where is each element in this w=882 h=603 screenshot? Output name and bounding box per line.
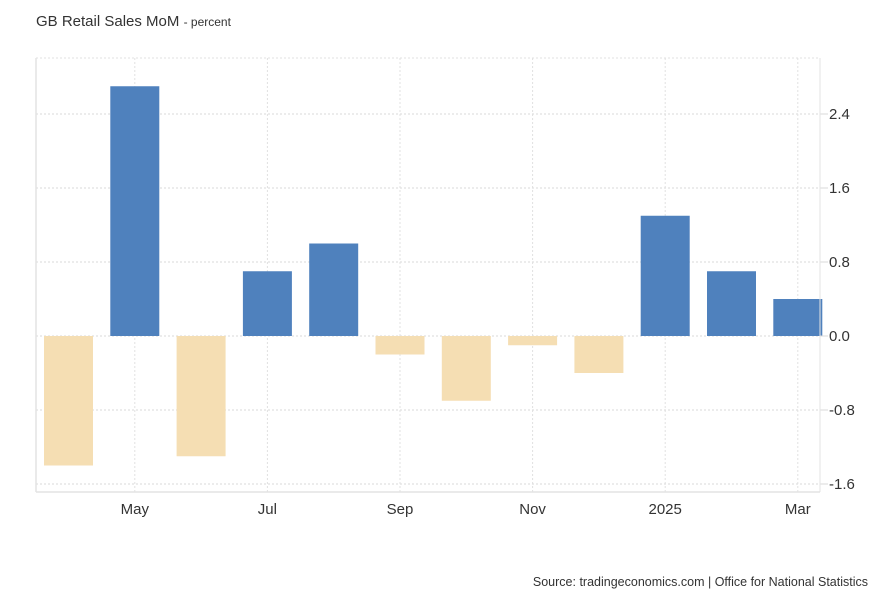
axes (35, 58, 828, 493)
bar-apr-2024[interactable] (44, 336, 93, 466)
tick-labels: 2.4 1.6 0.8 0.0 -0.8 -1.6 May Jul Sep Nov 2025 Mar (121, 106, 855, 518)
bar-feb-2025[interactable] (707, 271, 756, 336)
source-note: Source: tradingeconomics.com | Office fo… (532, 575, 868, 589)
chart-unit-text: percent (190, 15, 231, 29)
y-tick-label: 0.8 (829, 254, 850, 271)
bar-may-2024[interactable] (110, 86, 160, 336)
chart-title: GB Retail Sales MoM - percent (36, 13, 231, 30)
y-tick-label: -1.6 (829, 476, 855, 493)
bar-oct-2024[interactable] (441, 336, 491, 401)
y-tick-label: 1.6 (829, 180, 850, 197)
x-tick-label: Mar (785, 501, 811, 518)
y-tick-label: 2.4 (829, 106, 850, 123)
bar-jul-2024[interactable] (242, 271, 292, 336)
chart-title-text: GB Retail Sales MoM (36, 13, 180, 30)
bar-dec-2024[interactable] (574, 336, 624, 373)
x-tick-label: Sep (387, 501, 414, 518)
y-tick-label: -0.8 (829, 402, 855, 419)
y-tick-label: 0.0 (829, 328, 850, 345)
x-tick-label: May (121, 501, 150, 518)
x-tick-label: Jul (258, 501, 277, 518)
bar-jan-2025[interactable] (640, 215, 690, 336)
bar-jun-2024[interactable] (176, 336, 226, 457)
bars (44, 86, 823, 466)
bar-sep-2024[interactable] (375, 336, 425, 355)
x-tick-label: Nov (519, 501, 546, 518)
x-tick-label: 2025 (649, 501, 682, 518)
chart-unit: - percent (183, 15, 231, 29)
bar-mar-2025[interactable] (773, 299, 823, 336)
bar-nov-2024[interactable] (508, 336, 558, 346)
bar-aug-2024[interactable] (309, 243, 359, 337)
